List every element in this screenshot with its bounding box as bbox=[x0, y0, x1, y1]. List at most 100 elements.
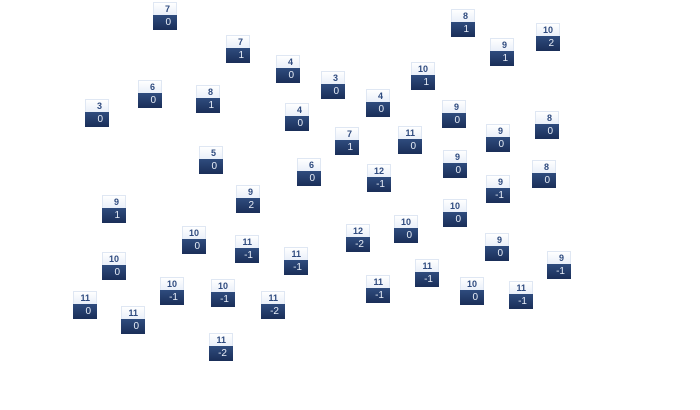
tile-bottom-value: -1 bbox=[367, 177, 391, 192]
tile-bottom-value: 0 bbox=[394, 228, 418, 243]
tile-bottom-value: 1 bbox=[335, 140, 359, 155]
tile-bottom-value: 0 bbox=[535, 124, 559, 139]
tile-bottom-value: -2 bbox=[261, 304, 285, 319]
tile-top-value: 9 bbox=[442, 100, 466, 113]
tile[interactable]: 11 -2 bbox=[209, 333, 233, 361]
tile-bottom-value: 1 bbox=[226, 48, 250, 63]
tile[interactable]: 10 0 bbox=[182, 226, 206, 254]
tile-bottom-value: 0 bbox=[182, 239, 206, 254]
tile-top-value: 12 bbox=[367, 164, 391, 177]
tile[interactable]: 11 0 bbox=[121, 306, 145, 334]
tile-bottom-value: -1 bbox=[415, 272, 439, 287]
tile-bottom-value: 0 bbox=[153, 15, 177, 30]
tile[interactable]: 12 -2 bbox=[346, 224, 370, 252]
tile-top-value: 11 bbox=[415, 259, 439, 272]
tile-bottom-value: 0 bbox=[276, 68, 300, 83]
tile-bottom-value: -2 bbox=[209, 346, 233, 361]
tile-bottom-value: -1 bbox=[235, 248, 259, 263]
tile-bottom-value: -1 bbox=[366, 288, 390, 303]
tile-top-value: 9 bbox=[443, 150, 467, 163]
tile-top-value: 9 bbox=[236, 185, 260, 198]
tile-top-value: 3 bbox=[321, 71, 345, 84]
tile-top-value: 11 bbox=[121, 306, 145, 319]
tile-bottom-value: 1 bbox=[490, 51, 514, 66]
tile[interactable]: 11 -1 bbox=[509, 281, 533, 309]
tile-top-value: 8 bbox=[196, 85, 220, 98]
tile-bottom-value: 0 bbox=[485, 246, 509, 261]
tile-top-value: 3 bbox=[85, 99, 109, 112]
tile-top-value: 7 bbox=[335, 127, 359, 140]
tile-top-value: 9 bbox=[486, 124, 510, 137]
tile-bottom-value: -2 bbox=[346, 237, 370, 252]
tile[interactable]: 11 -1 bbox=[415, 259, 439, 287]
tile-top-value: 10 bbox=[182, 226, 206, 239]
tile[interactable]: 10 0 bbox=[102, 252, 126, 280]
tile-top-value: 6 bbox=[297, 158, 321, 171]
tile[interactable]: 10 0 bbox=[443, 199, 467, 227]
tile-bottom-value: 0 bbox=[486, 137, 510, 152]
tile-top-value: 10 bbox=[443, 199, 467, 212]
tile-bottom-value: 0 bbox=[297, 171, 321, 186]
tile-top-value: 10 bbox=[160, 277, 184, 290]
tile-top-value: 11 bbox=[209, 333, 233, 346]
tile[interactable]: 11 0 bbox=[73, 291, 97, 319]
tile[interactable]: 11 -2 bbox=[261, 291, 285, 319]
tile[interactable]: 10 0 bbox=[394, 215, 418, 243]
tile-bottom-value: 0 bbox=[442, 113, 466, 128]
tile[interactable]: 12 -1 bbox=[367, 164, 391, 192]
tile[interactable]: 9 -1 bbox=[486, 175, 510, 203]
tile-top-value: 9 bbox=[485, 233, 509, 246]
tile-top-value: 10 bbox=[394, 215, 418, 228]
tile[interactable]: 10 2 bbox=[536, 23, 560, 51]
tile-top-value: 11 bbox=[284, 247, 308, 260]
tile-top-value: 9 bbox=[486, 175, 510, 188]
tile[interactable]: 11 -1 bbox=[235, 235, 259, 263]
tile[interactable]: 10 -1 bbox=[160, 277, 184, 305]
tile-bottom-value: 0 bbox=[366, 102, 390, 117]
tile-bottom-value: 0 bbox=[102, 265, 126, 280]
tile-top-value: 6 bbox=[138, 80, 162, 93]
tile[interactable]: 10 1 bbox=[411, 62, 435, 90]
tile[interactable]: 9 -1 bbox=[547, 251, 571, 279]
tile[interactable]: 10 -1 bbox=[211, 279, 235, 307]
tile-bottom-value: 1 bbox=[196, 98, 220, 113]
tile-top-value: 11 bbox=[73, 291, 97, 304]
tile-bottom-value: -1 bbox=[486, 188, 510, 203]
tile-top-value: 9 bbox=[490, 38, 514, 51]
tile[interactable]: 10 0 bbox=[460, 277, 484, 305]
tile-top-value: 11 bbox=[235, 235, 259, 248]
tile[interactable]: 11 -1 bbox=[366, 275, 390, 303]
tile-bottom-value: -1 bbox=[509, 294, 533, 309]
tile-bottom-value: 0 bbox=[138, 93, 162, 108]
tile-bottom-value: 1 bbox=[102, 208, 126, 223]
tile[interactable]: 11 -1 bbox=[284, 247, 308, 275]
tile-bottom-value: -1 bbox=[160, 290, 184, 305]
tile[interactable]: 11 0 bbox=[398, 126, 422, 154]
tile-top-value: 11 bbox=[398, 126, 422, 139]
tile-top-value: 10 bbox=[411, 62, 435, 75]
tile-bottom-value: 0 bbox=[443, 163, 467, 178]
tile-top-value: 11 bbox=[509, 281, 533, 294]
